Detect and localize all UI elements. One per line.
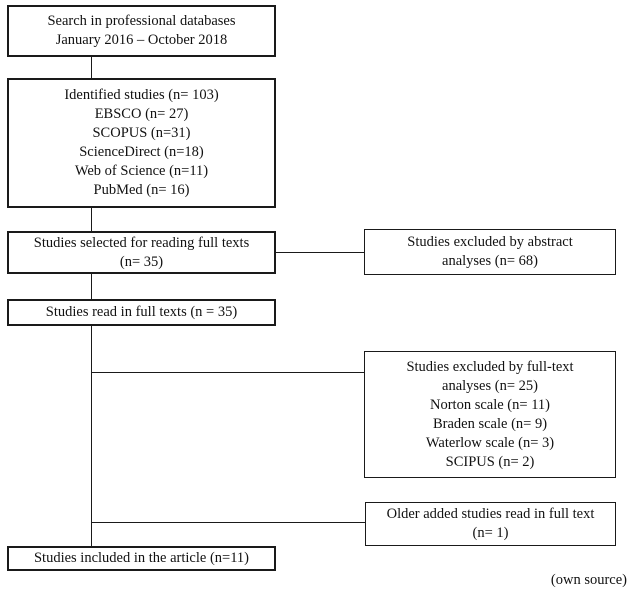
connector-selected-to-excluded-abstract (276, 252, 364, 253)
older-added-box: Older added studies read in full text (n… (365, 502, 616, 546)
identified-studies-box: Identified studies (n= 103) EBSCO (n= 27… (7, 78, 276, 208)
excluded-fulltext-line-2: analyses (n= 25) (442, 377, 538, 394)
excluded-fulltext-line-3: Norton scale (n= 11) (430, 396, 550, 413)
included-line-1: Studies included in the article (n=11) (33, 550, 249, 566)
connector-read-full-to-included (91, 326, 92, 546)
excluded-fulltext-line-4: Braden scale (n= 9) (432, 415, 548, 432)
identified-line-4: ScienceDirect (n=18) (79, 144, 204, 160)
search-line-2: January 2016 – October 2018 (55, 32, 228, 48)
identified-line-5: Web of Science (n=11) (74, 163, 209, 179)
source-note: (own source) (550, 572, 627, 588)
excluded-fulltext-line-5: Waterlow scale (n= 3) (425, 434, 555, 451)
connector-identified-to-selected (91, 208, 92, 231)
studies-included-box: Studies included in the article (n=11) (7, 546, 276, 571)
identified-line-1: Identified studies (n= 103) (64, 87, 219, 103)
identified-line-6: PubMed (n= 16) (93, 182, 190, 198)
excluded-fulltext-line-1: Studies excluded by full-text (406, 358, 574, 375)
search-line-1: Search in professional databases (47, 13, 236, 29)
excluded-fulltext-line-6: SCIPUS (n= 2) (445, 453, 535, 470)
connector-search-to-identified (91, 57, 92, 78)
excluded-fulltext-box: Studies excluded by full-text analyses (… (364, 351, 616, 478)
excluded-abstract-line-1: Studies excluded by abstract (407, 234, 573, 250)
older-added-line-2: (n= 1) (472, 525, 509, 541)
identified-line-2: EBSCO (n= 27) (94, 106, 189, 122)
connector-older-added (91, 522, 365, 523)
older-added-line-1: Older added studies read in full text (386, 506, 595, 522)
read-full-texts-box: Studies read in full texts (n = 35) (7, 299, 276, 326)
search-databases-box: Search in professional databases January… (7, 5, 276, 57)
connector-selected-to-read-full (91, 274, 92, 299)
read-full-line-1: Studies read in full texts (n = 35) (45, 304, 238, 320)
selected-line-2: (n= 35) (119, 253, 164, 270)
selected-line-1: Studies selected for reading full texts (33, 234, 250, 251)
connector-to-excluded-fulltext (91, 372, 364, 373)
excluded-abstract-line-2: analyses (n= 68) (442, 253, 538, 269)
identified-line-3: SCOPUS (n=31) (92, 125, 191, 141)
excluded-abstract-box: Studies excluded by abstract analyses (n… (364, 229, 616, 275)
studies-selected-box: Studies selected for reading full texts … (7, 231, 276, 274)
